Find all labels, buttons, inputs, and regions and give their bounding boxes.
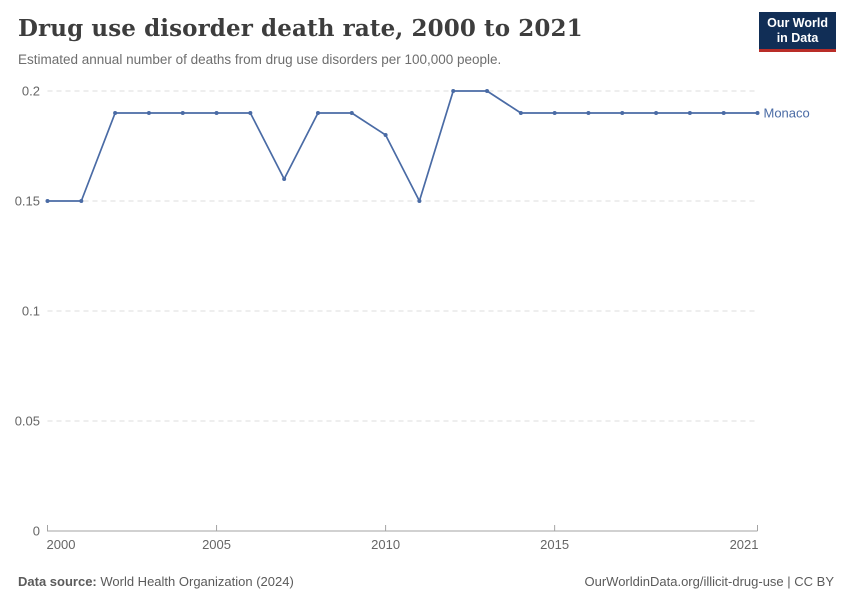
- data-point-marker: [485, 89, 490, 93]
- data-point-marker: [721, 111, 726, 115]
- data-point-marker: [687, 111, 692, 115]
- x-axis-tick-label: 2000: [47, 537, 76, 552]
- series-label[interactable]: Monaco: [764, 106, 810, 121]
- x-axis-tick-label: 2015: [540, 537, 569, 552]
- data-point-marker: [417, 199, 422, 203]
- data-point-marker: [349, 111, 354, 115]
- owid-logo[interactable]: Our World in Data: [759, 12, 836, 52]
- owid-logo-line2: in Data: [776, 31, 819, 45]
- data-source-text: World Health Organization (2024): [96, 574, 294, 589]
- chart-subtitle: Estimated annual number of deaths from d…: [18, 52, 502, 67]
- data-point-marker: [113, 111, 118, 115]
- y-axis-tick-label: 0.1: [22, 304, 40, 319]
- data-point-marker: [586, 111, 591, 115]
- x-axis-tick-label: 2010: [371, 537, 400, 552]
- data-point-marker: [383, 133, 388, 137]
- data-point-marker: [315, 111, 320, 115]
- y-axis-tick-label: 0.2: [22, 84, 40, 99]
- data-point-marker: [214, 111, 219, 115]
- data-point-marker: [654, 111, 659, 115]
- series-line: [47, 90, 758, 202]
- series-monaco[interactable]: Monaco: [45, 89, 810, 203]
- data-point-marker: [620, 111, 625, 115]
- y-axis-tick-label: 0: [33, 524, 40, 539]
- data-source-note: Data source: World Health Organization (…: [18, 574, 294, 589]
- data-point-marker: [79, 199, 84, 203]
- data-point-marker: [518, 111, 523, 115]
- data-point-marker: [180, 111, 185, 115]
- x-axis-tick-label: 2005: [202, 537, 231, 552]
- data-point-marker: [755, 111, 760, 115]
- data-point-marker: [248, 111, 253, 115]
- chart-title: Drug use disorder death rate, 2000 to 20…: [18, 15, 583, 42]
- data-point-marker: [451, 89, 456, 93]
- y-axis-tick-label: 0.05: [15, 414, 40, 429]
- data-point-marker: [552, 111, 557, 115]
- owid-logo-line1: Our World: [767, 16, 828, 30]
- data-point-marker: [146, 111, 151, 115]
- data-point-marker: [282, 177, 287, 181]
- x-axis-tick-label: 2021: [730, 537, 759, 552]
- y-axis-tick-label: 0.15: [15, 194, 40, 209]
- data-point-marker: [45, 199, 50, 203]
- data-source-label: Data source:: [18, 574, 97, 589]
- license-credit[interactable]: OurWorldinData.org/illicit-drug-use | CC…: [584, 574, 835, 589]
